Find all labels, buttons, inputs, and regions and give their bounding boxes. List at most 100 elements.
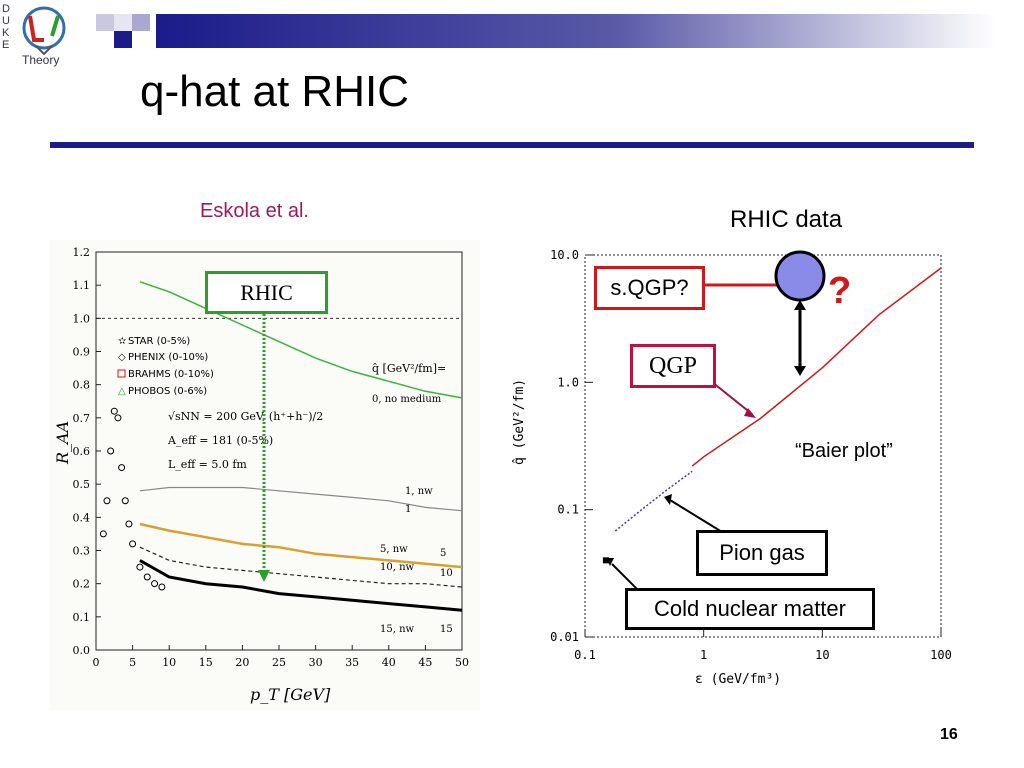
raa-data-point	[114, 414, 122, 422]
raa-data-point	[129, 540, 137, 548]
leff-annotation: L_eff = 5.0 fm	[168, 458, 247, 471]
raa-axes	[95, 251, 463, 651]
qgp-box: QGP	[630, 344, 716, 388]
baier-series-line	[691, 267, 942, 467]
raa-series-line	[139, 486, 463, 512]
raa-ytick-label: 1.1	[73, 279, 91, 292]
legend-phobos: PHOBOS (0-6%)	[128, 386, 207, 397]
raa-ytick-label: 0.5	[73, 478, 91, 491]
raa-ytick-label: 1.2	[73, 246, 91, 259]
raa-ytick-label: 0.2	[73, 578, 91, 591]
legend-brahms: BRAHMS (0-10%)	[128, 369, 214, 380]
baier-ytick-label: 10.0	[550, 248, 579, 262]
baier-ylabel: q̂ (GeV²/fm)	[512, 379, 527, 465]
baier-ytick-label: 1.0	[557, 375, 579, 389]
raa-series-line	[139, 546, 463, 588]
baier-series	[602, 267, 942, 564]
theory-word: Theory	[22, 53, 59, 67]
question-mark: ?	[828, 270, 852, 312]
raa-data-point	[103, 497, 111, 505]
raa-xtick-label: 30	[309, 656, 323, 669]
raa-data-point	[136, 563, 144, 571]
slide-title: q-hat at RHIC	[140, 67, 409, 116]
legend-marker-phobos: △	[118, 386, 126, 397]
raa-legend: STAR (0-5%) PHENIX (0-10%) BRAHMS (0-10%…	[117, 336, 214, 397]
raa-xtick-label: 45	[418, 656, 432, 669]
baier-xtick-label: 10	[815, 648, 829, 662]
raa-series	[139, 281, 463, 612]
label-1: 1	[405, 504, 411, 515]
duke-qcd-theory-logo: D U K E Theory	[2, 3, 66, 67]
sqrt-annotation: √sNN = 200 GeV, (h⁺+h⁻)/2	[168, 410, 323, 423]
qcd-logo-icon	[22, 6, 66, 56]
raa-xtick-label: 40	[382, 656, 396, 669]
raa-data-point	[125, 520, 133, 528]
raa-ytick-label: 0.9	[73, 346, 91, 359]
raa-series-line	[139, 522, 463, 569]
legend-marker-phenix: ◇	[118, 352, 126, 363]
header-gradient-band	[96, 14, 996, 48]
raa-xtick-label: 50	[455, 656, 469, 669]
raa-xtick-label: 10	[162, 656, 176, 669]
raa-xtick-label: 35	[345, 656, 359, 669]
duke-letter-u: U	[2, 15, 10, 27]
duke-letter-d: D	[2, 3, 10, 15]
label-10nw: 10, nw	[380, 562, 415, 573]
raa-data-point	[121, 497, 129, 505]
raa-xtick-label: 0	[93, 656, 100, 669]
cold-matter-point	[602, 557, 609, 564]
baier-xlabel: ε (GeV/fm³)	[695, 672, 781, 687]
label-5: 5	[440, 548, 446, 559]
baier-series-line	[614, 470, 693, 532]
raa-ytick-label: 0.6	[73, 445, 91, 458]
legend-phenix: PHENIX (0-10%)	[128, 352, 208, 363]
rhic-data-label: RHIC data	[730, 206, 843, 233]
raa-data-point	[99, 530, 107, 538]
raa-xtick-label: 20	[235, 656, 249, 669]
baier-tick-labels: 0.1 1 10 100 0.01 0.1 1.0 10.0	[550, 248, 952, 662]
raa-ytick-label: 0.1	[73, 611, 91, 624]
raa-data-point	[158, 583, 166, 591]
legend-marker-star: ✫	[118, 336, 127, 347]
label-15: 15	[440, 624, 453, 635]
raa-data-point	[151, 580, 159, 588]
cold-nuclear-matter-box: Cold nuclear matter	[625, 588, 875, 630]
raa-annotations: q̂ [GeV²/fm]= 0, no medium √sNN = 200 Ge…	[167, 362, 453, 635]
raa-data-point	[118, 464, 126, 472]
raa-ylabel: R_AA	[53, 421, 72, 465]
raa-xtick-label: 25	[272, 656, 286, 669]
pion-gas-box: Pion gas	[696, 530, 828, 576]
qhat-annotation: q̂ [GeV²/fm]=	[372, 362, 446, 375]
raa-series-line	[139, 559, 463, 612]
raa-ytick-label: 0.0	[73, 644, 91, 657]
baier-xtick-label: 1	[700, 648, 707, 662]
baier-frame	[584, 254, 942, 638]
raa-xtick-label: 5	[129, 656, 136, 669]
raa-ytick-label: 1.0	[73, 312, 91, 325]
eskola-label: Eskola et al.	[200, 200, 309, 222]
raa-ytick-label: 0.8	[73, 379, 91, 392]
raa-xlabel: p_T [GeV]	[250, 685, 331, 704]
baier-ytick-label: 0.1	[557, 503, 579, 517]
sqgp-box: s.QGP?	[594, 266, 705, 310]
raa-series-line	[139, 281, 463, 399]
baier-xtick-label: 100	[930, 648, 952, 662]
raa-data-point	[110, 407, 118, 415]
label-15nw: 15, nw	[380, 624, 415, 635]
raa-data-points	[99, 407, 166, 591]
legend-star: STAR (0-5%)	[128, 336, 190, 347]
baier-ytick-label: 0.01	[550, 630, 579, 644]
raa-ytick-label: 0.3	[73, 545, 91, 558]
baier-axes	[584, 254, 942, 638]
label-5nw: 5, nw	[380, 544, 408, 555]
label-1nw: 1, nw	[405, 486, 433, 497]
raa-ytick-label: 0.4	[73, 511, 91, 524]
aeff-annotation: A_eff = 181 (0-5%)	[167, 434, 273, 447]
baier-xtick-label: 0.1	[574, 648, 596, 662]
raa-xtick-label: 15	[199, 656, 213, 669]
raa-ytick-label: 0.7	[73, 412, 91, 425]
baier-plot-label: “Baier plot”	[795, 440, 893, 462]
legend-marker-brahms	[117, 369, 126, 378]
page-number: 16	[940, 726, 958, 743]
raa-data-point	[143, 573, 151, 581]
